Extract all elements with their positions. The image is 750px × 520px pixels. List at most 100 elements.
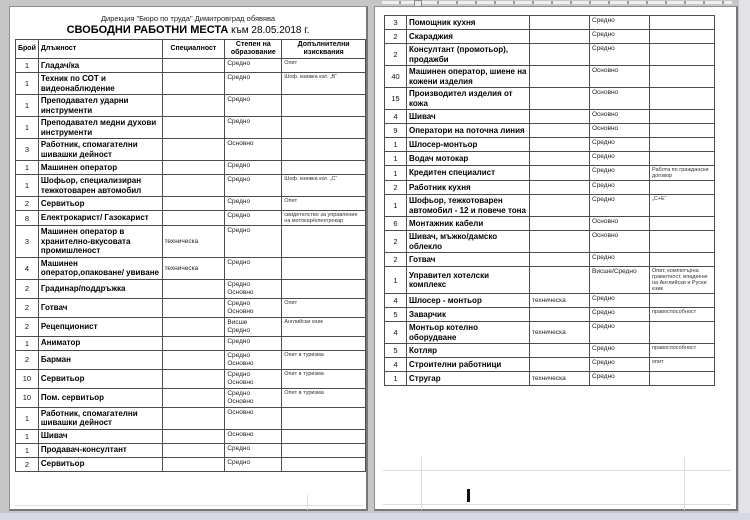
cell-requirements: Опит в туризма xyxy=(281,349,366,370)
cell-education: Средно xyxy=(224,456,283,472)
cell-count: 10 xyxy=(15,387,39,408)
text-cursor xyxy=(467,489,470,502)
page-1: Дирекция "Бюро по труда" Димитровград об… xyxy=(9,6,368,511)
table-row: 2 Градинар/поддръжка Средно Основно xyxy=(15,278,366,299)
cell-requirements xyxy=(649,151,715,166)
cell-count: 1 xyxy=(15,406,39,430)
table-row: 8 Електрокарист/ Газокарист Средно свиде… xyxy=(15,210,366,226)
cell-position: Шофьор, специализиран тежкотоварен автом… xyxy=(37,174,163,197)
table-row: 2 Готвач Средно Основно Опит xyxy=(15,297,366,318)
cell-count: 6 xyxy=(384,216,407,231)
cell-count: 3 xyxy=(15,138,39,161)
cell-requirements: „С+Е“ xyxy=(649,194,715,217)
cell-education: Средно xyxy=(224,335,283,351)
cell-position: Управител хотелски комплекс xyxy=(406,266,530,294)
cell-education: Средно xyxy=(589,151,650,166)
cell-count: 5 xyxy=(384,343,407,358)
cell-requirements xyxy=(649,216,715,231)
cell-education: Средно xyxy=(224,174,283,197)
cell-education: Основно xyxy=(589,123,650,138)
col-header-count: Брой xyxy=(15,39,39,59)
cell-education: Средно xyxy=(589,165,650,181)
table-row: 6 Монтажник кабели Основно xyxy=(384,216,715,231)
table-row: 3 Работник, спомагателни шивашки дейност… xyxy=(15,138,366,161)
cell-position: Шивач xyxy=(37,428,163,444)
cell-count: 1 xyxy=(15,58,39,73)
cell-requirements: Опит в туризма xyxy=(281,368,366,389)
cell-position: Машинен оператор в хранително-вкусовата … xyxy=(37,225,163,258)
cell-education: Средно xyxy=(589,29,650,44)
cell-count: 1 xyxy=(384,151,407,166)
cell-education: Основно xyxy=(589,109,650,124)
gridline xyxy=(383,470,731,471)
cell-specialty xyxy=(529,216,590,231)
cell-requirements xyxy=(649,293,715,308)
cell-count: 1 xyxy=(384,194,407,217)
cell-count: 1 xyxy=(384,266,407,294)
cell-specialty xyxy=(161,160,226,175)
cell-position: Шофьор, тежкотоварен автомобил - 12 и по… xyxy=(406,194,530,217)
gridline xyxy=(15,505,363,506)
cell-requirements xyxy=(649,180,715,195)
cell-specialty xyxy=(161,297,226,318)
table-row: 2 Сервитьор Средно xyxy=(15,456,366,472)
cell-education: Средно xyxy=(224,210,283,226)
cell-count: 2 xyxy=(15,316,39,337)
cell-specialty xyxy=(529,266,590,294)
cell-count: 10 xyxy=(15,368,39,389)
table-row: 3 Машинен оператор в хранително-вкусоват… xyxy=(15,225,366,258)
cell-requirements: Шоф. книжка кат. „В“ xyxy=(281,72,366,95)
cell-requirements: Английски език xyxy=(281,316,366,337)
table-row: 4 Шивач Основно xyxy=(384,109,715,124)
table-row: 1 Гладач/ка Средно Опит xyxy=(15,58,366,73)
cell-count: 1 xyxy=(384,137,407,152)
cell-position: Консултант (промотьор), продажби xyxy=(406,43,530,66)
cell-requirements xyxy=(649,109,715,124)
cell-education: Средно Основно xyxy=(224,368,283,389)
table-row: 1 Продавач-консултант Средно xyxy=(15,442,366,458)
cell-position: Гладач/ка xyxy=(37,58,163,73)
table-row: 2 Барман Средно Основно Опит в туризма xyxy=(15,349,366,370)
window-bottom-bar xyxy=(0,513,750,520)
window-right-margin xyxy=(739,0,750,520)
cell-education: Висше Средно xyxy=(224,316,283,337)
cell-education: Средно xyxy=(224,196,283,211)
ruler-ticks xyxy=(382,1,732,4)
col-header-position: Длъжност xyxy=(37,39,163,59)
cell-specialty xyxy=(161,196,226,211)
cell-education: Средно xyxy=(224,160,283,175)
cell-position: Машинен оператор,опаковане/ увиване xyxy=(37,256,163,280)
cell-specialty xyxy=(161,387,226,408)
table-row: 4 Машинен оператор,опаковане/ увиване те… xyxy=(15,256,366,280)
cell-position: Шивач, мъжко/дамско облекло xyxy=(406,230,530,253)
table-row: 1 Кредитен специалист Средно Работа по г… xyxy=(384,165,715,181)
cell-education: Средно xyxy=(224,116,283,139)
cell-position: Преподавател медни духови инструменти xyxy=(37,116,163,139)
table-row: 4 Монтьор котелно оборудване техническа … xyxy=(384,321,715,344)
table-body-page2: 3 Помощник кухня Средно 2 Скараджия Сред… xyxy=(384,15,715,386)
cell-position: Заварчик xyxy=(406,307,530,322)
cell-position: Стругар xyxy=(406,371,530,386)
cell-specialty xyxy=(529,137,590,152)
cell-requirements: правоспособност xyxy=(649,343,715,358)
table-body-page1: 1 Гладач/ка Средно Опит 1 Техник по СОТ … xyxy=(15,58,366,472)
gridline xyxy=(307,495,308,510)
cell-education: Средно Основно xyxy=(224,297,283,318)
cell-position: Преподавател ударни инструменти xyxy=(37,94,163,117)
cell-count: 1 xyxy=(15,160,39,175)
cell-specialty xyxy=(161,278,226,299)
cell-position: Водач мотокар xyxy=(406,151,530,166)
table-row: 3 Помощник кухня Средно xyxy=(384,15,715,30)
cell-requirements: Работа по граждански договор xyxy=(649,165,715,181)
cell-requirements: Опит xyxy=(281,196,366,211)
cell-specialty xyxy=(161,316,226,337)
cell-specialty xyxy=(529,109,590,124)
cell-specialty xyxy=(161,349,226,370)
cell-requirements xyxy=(281,278,366,299)
cell-requirements xyxy=(649,230,715,253)
cell-requirements xyxy=(281,428,366,444)
cell-specialty xyxy=(529,151,590,166)
document-title-date: към 28.05.2018 г. xyxy=(228,25,310,36)
cell-count: 2 xyxy=(15,456,39,472)
cell-specialty: техническа xyxy=(161,256,226,280)
